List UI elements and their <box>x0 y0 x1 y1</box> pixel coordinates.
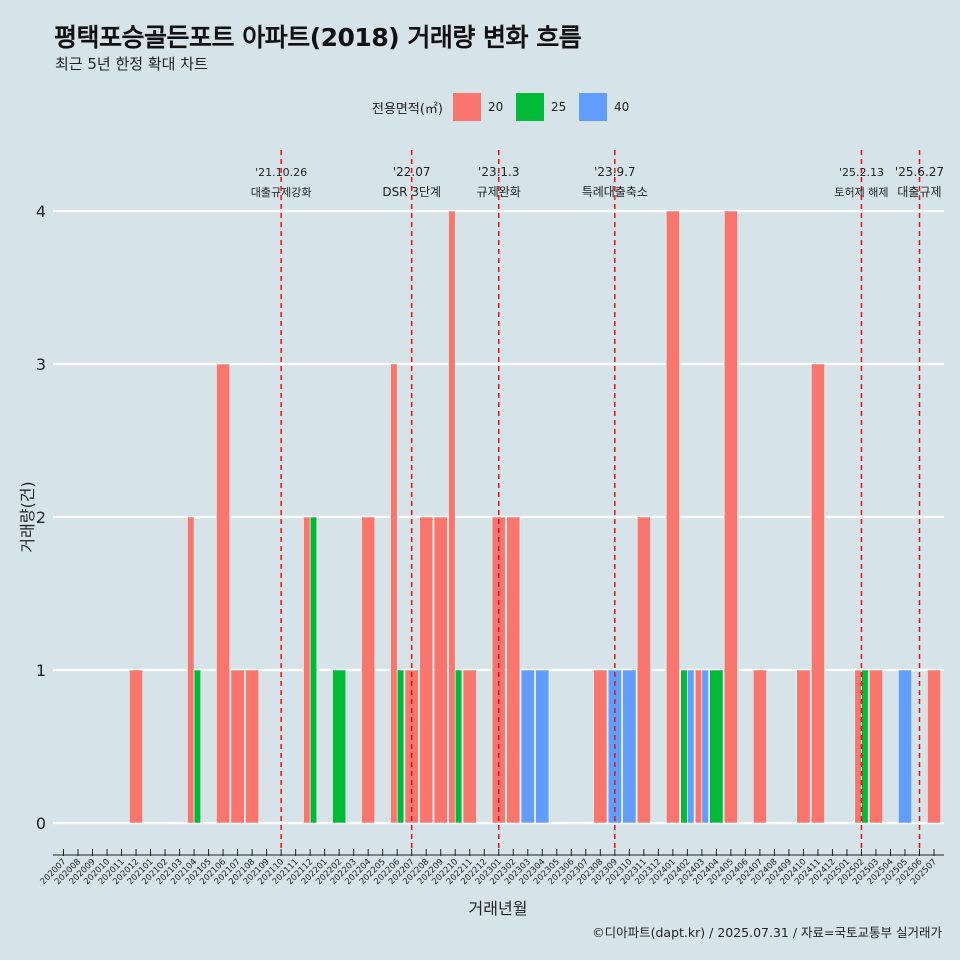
bar-202302-20 <box>506 516 521 824</box>
event-date: '23.9.7 <box>594 165 635 179</box>
bar-202411-20 <box>810 363 825 824</box>
bar-202107-20 <box>230 669 245 824</box>
bar-202211-20 <box>462 669 477 824</box>
source-caption: ©디아파트(dapt.kr) / 2025.07.31 / 자료=국토교통부 실… <box>592 925 942 940</box>
y-tick-label: 3 <box>36 355 46 374</box>
bar-202405-20 <box>723 210 738 824</box>
event-date: '22.07 <box>393 165 431 179</box>
event-markers: '21.10.26 대출규제강화 '22.07 DSR 3단계 '23.1.3 규제완화 '… <box>251 150 944 850</box>
bar-202311-20 <box>636 516 651 824</box>
legend-key-40 <box>578 93 607 121</box>
event-label: 대출규제 <box>897 185 941 199</box>
legend: 전용면적(㎡) 20 25 40 <box>372 93 638 121</box>
event-label: 특례대출축소 <box>582 185 648 199</box>
bar-202202-25 <box>332 669 347 824</box>
y-tick-label: 2 <box>36 508 46 527</box>
bar-202112-25 <box>309 516 318 824</box>
legend-label-40: 40 <box>613 100 630 114</box>
event-label: 토허제 해제 <box>834 185 888 199</box>
bar-202401-20 <box>665 210 680 824</box>
event-label: 대출규제강화 <box>251 186 312 199</box>
x-axis-label: 거래년월 <box>469 899 528 918</box>
event-date: '21.10.26 <box>255 166 307 179</box>
bar-202402-25 <box>680 669 688 824</box>
legend-label-20: 20 <box>487 100 504 114</box>
bar-202204-20 <box>361 516 376 824</box>
bar-202502-20 <box>854 669 862 824</box>
bar-202503-20 <box>868 669 883 824</box>
y-tick-label: 1 <box>36 661 46 680</box>
bar-202507-20 <box>926 669 941 824</box>
bar-202403-40 <box>701 669 709 824</box>
event-date: '25.2.13 <box>839 166 884 179</box>
bar-202104-20 <box>187 516 195 824</box>
bar-202304-40 <box>535 669 550 824</box>
bar-202208-20 <box>419 516 434 824</box>
bar-202301-20 <box>491 516 506 824</box>
event-label: DSR 3단계 <box>382 185 441 199</box>
bar-202303-40 <box>520 669 535 824</box>
bar-202012-20 <box>129 669 144 824</box>
legend-key-20 <box>452 93 481 121</box>
bar-202310-40 <box>622 669 637 824</box>
bar-202104-25 <box>193 669 202 824</box>
bar-202403-20 <box>694 669 703 824</box>
y-axis-label: 거래량(건) <box>18 481 37 552</box>
legend-key-25 <box>515 93 544 121</box>
bar-202308-20 <box>593 669 608 824</box>
y-tick-label: 4 <box>36 202 46 221</box>
bar-202502-25 <box>861 669 869 824</box>
bar-202505-40 <box>897 669 912 824</box>
bar-202404-25 <box>709 669 724 824</box>
legend-label-25: 25 <box>550 100 567 114</box>
bar-202210-20 <box>448 210 456 824</box>
bar-202108-20 <box>245 669 260 824</box>
bar-202410-20 <box>796 669 811 824</box>
event-date: '23.1.3 <box>478 165 519 179</box>
bar-202206-25 <box>396 669 405 824</box>
bar-202209-20 <box>433 516 448 824</box>
bar-202206-20 <box>390 363 398 824</box>
bar-202106-20 <box>216 363 231 824</box>
event-date: '25.6.27 <box>895 165 944 179</box>
bar-202112-20 <box>303 516 311 824</box>
legend-title: 전용면적(㎡) <box>372 101 443 117</box>
bar-202210-25 <box>454 669 463 824</box>
event-label: 규제완화 <box>477 185 521 199</box>
bars <box>129 210 941 824</box>
chart-subtitle: 최근 5년 한정 확대 차트 <box>55 55 208 73</box>
bar-202402-40 <box>687 669 695 824</box>
y-tick-label: 0 <box>36 814 46 833</box>
bar-202407-20 <box>752 669 767 824</box>
chart-title: 평택포승골든포트 아파트(2018) 거래량 변화 흐름 <box>54 23 582 52</box>
